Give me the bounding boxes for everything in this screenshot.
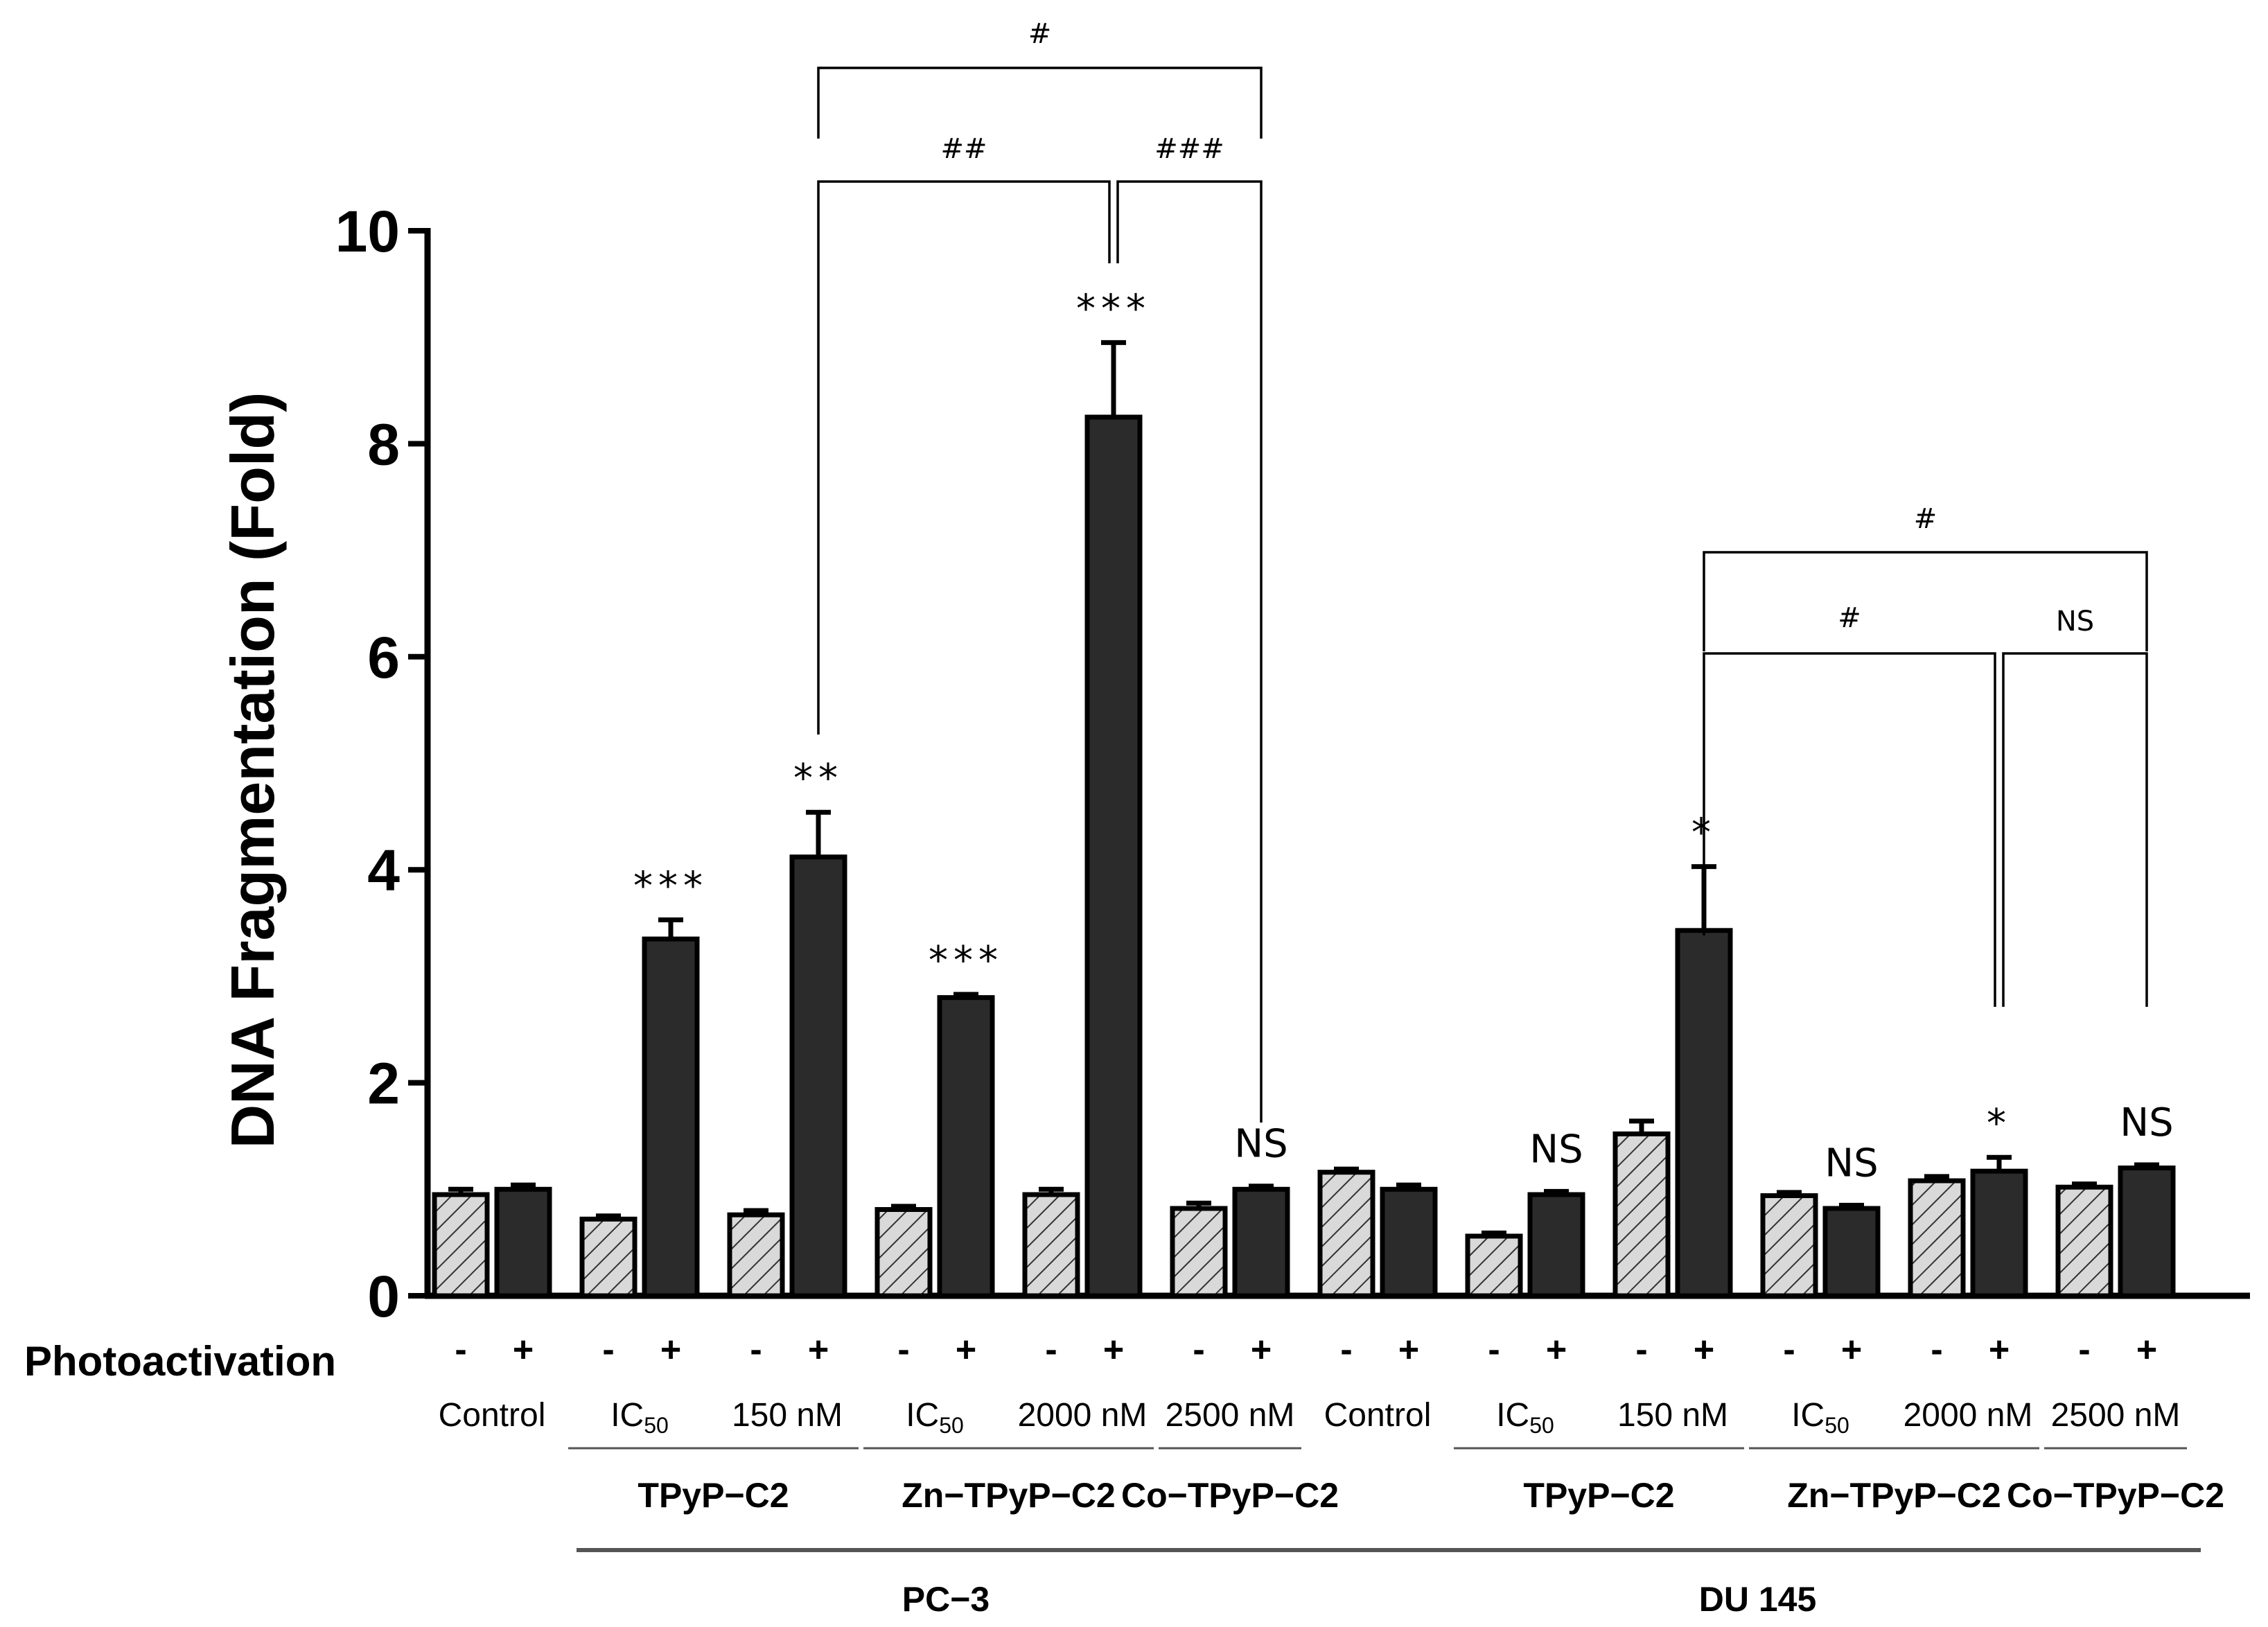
- significance-label: NS: [1825, 1141, 1878, 1186]
- bar: [1970, 1168, 2028, 1299]
- photoactivation-sign: -: [602, 1330, 614, 1370]
- bar: [1317, 1170, 1375, 1299]
- y-tick-label: 8: [367, 412, 400, 477]
- y-tick-label: 2: [367, 1051, 400, 1116]
- compound-label: TPyP−C2: [638, 1476, 789, 1515]
- photoactivation-sign: +: [1989, 1330, 2010, 1370]
- photoactivation-sign: +: [660, 1330, 681, 1370]
- significance-label: *: [1691, 811, 1716, 856]
- significance-label: NS: [2120, 1100, 2173, 1145]
- compound-label: Zn−TPyP−C2: [1787, 1476, 2001, 1515]
- bar: [874, 1207, 933, 1299]
- bar: [579, 1216, 638, 1299]
- condition-label: 2000 nM: [1904, 1397, 2033, 1434]
- bar: [1380, 1186, 1438, 1299]
- bar: [1465, 1233, 1523, 1299]
- compound-label: Co−TPyP−C2: [2007, 1476, 2224, 1515]
- photoactivation-sign: -: [1045, 1330, 1057, 1370]
- bar: [1084, 414, 1143, 1299]
- compound-label: Zn−TPyP−C2: [902, 1476, 1115, 1515]
- condition-label: 2500 nM: [1166, 1397, 1295, 1434]
- photoactivation-sign: -: [2078, 1330, 2090, 1370]
- comparison-bracket: [817, 180, 1111, 735]
- cell-line-label: DU 145: [1699, 1580, 1817, 1619]
- y-tick-label: 0: [367, 1264, 400, 1329]
- bar: [2118, 1166, 2176, 1299]
- comparison-label: ##: [940, 133, 987, 165]
- bar: [937, 995, 995, 1299]
- bar: [1908, 1178, 1966, 1299]
- photoactivation-sign: +: [1694, 1330, 1714, 1370]
- comparison-label: #: [1838, 602, 1861, 634]
- comparison-label: #: [1028, 18, 1052, 50]
- significance-label: NS: [1529, 1127, 1583, 1172]
- photoactivation-sign: -: [1340, 1330, 1352, 1370]
- photoactivation-sign: -: [897, 1330, 909, 1370]
- compound-label: TPyP−C2: [1523, 1476, 1674, 1515]
- condition-label: 150 nM: [1617, 1397, 1728, 1434]
- bar: [727, 1212, 785, 1299]
- comparison-bracket: [1703, 652, 1996, 1007]
- condition-label: IC50: [1496, 1397, 1554, 1438]
- bar: [1612, 1131, 1671, 1299]
- photoactivation-sign: +: [513, 1330, 534, 1370]
- y-axis-title: DNA Fragmentation (Fold): [218, 392, 287, 1149]
- condition-label: IC50: [1791, 1397, 1849, 1438]
- significance-label: *: [1987, 1101, 2012, 1146]
- condition-label: Control: [1324, 1397, 1432, 1434]
- photoactivation-sign: -: [1193, 1330, 1204, 1370]
- photoactivation-sign: +: [1251, 1330, 1272, 1370]
- photoactivation-label: Photoactivation: [24, 1338, 336, 1384]
- significance-label: ***: [929, 938, 1003, 983]
- photoactivation-sign: +: [956, 1330, 976, 1370]
- bar: [494, 1186, 552, 1299]
- condition-label: 2000 nM: [1018, 1397, 1148, 1434]
- y-tick-label: 10: [335, 199, 400, 264]
- comparison-label: ###: [1154, 133, 1224, 165]
- bar: [2055, 1184, 2113, 1299]
- comparison-label: #: [1914, 503, 1937, 535]
- compound-label: Co−TPyP−C2: [1121, 1476, 1339, 1515]
- bar: [432, 1192, 490, 1299]
- bar: [1675, 928, 1733, 1299]
- photoactivation-sign: +: [808, 1330, 829, 1370]
- y-tick-label: 6: [367, 625, 400, 690]
- comparison-label: NS: [2056, 606, 2094, 637]
- condition-label: 150 nM: [732, 1397, 843, 1434]
- significance-label: ***: [633, 863, 708, 908]
- photoactivation-sign: -: [1488, 1330, 1500, 1370]
- photoactivation-sign: -: [1635, 1330, 1647, 1370]
- bar: [642, 936, 700, 1299]
- y-tick-label: 4: [367, 838, 400, 903]
- cell-line-label: PC−3: [902, 1580, 990, 1619]
- comparison-bracket: [1703, 551, 2148, 651]
- photoactivation-sign: -: [1783, 1330, 1795, 1370]
- significance-label: **: [793, 756, 843, 801]
- photoactivation-sign: +: [1546, 1330, 1567, 1370]
- photoactivation-sign: +: [2136, 1330, 2157, 1370]
- bar: [1527, 1192, 1585, 1299]
- bar: [1170, 1206, 1228, 1299]
- photoactivation-sign: +: [1841, 1330, 1862, 1370]
- photoactivation-sign: +: [1398, 1330, 1419, 1370]
- comparison-bracket: [1116, 180, 1263, 1123]
- photoactivation-sign: -: [1931, 1330, 1942, 1370]
- significance-label: NS: [1234, 1122, 1287, 1167]
- significance-label: ***: [1076, 286, 1151, 331]
- bar: [1822, 1206, 1881, 1299]
- condition-label: IC50: [906, 1397, 964, 1438]
- photoactivation-sign: -: [455, 1330, 466, 1370]
- bar: [1232, 1186, 1290, 1299]
- condition-label: Control: [439, 1397, 546, 1434]
- comparison-bracket: [817, 67, 1263, 139]
- bar: [1760, 1193, 1818, 1299]
- bar: [789, 854, 847, 1299]
- photoactivation-sign: +: [1103, 1330, 1124, 1370]
- comparison-bracket: [2002, 652, 2148, 1007]
- condition-label: IC50: [610, 1397, 669, 1438]
- bar: [1022, 1192, 1080, 1299]
- photoactivation-sign: -: [750, 1330, 762, 1370]
- condition-label: 2500 nM: [2051, 1397, 2181, 1434]
